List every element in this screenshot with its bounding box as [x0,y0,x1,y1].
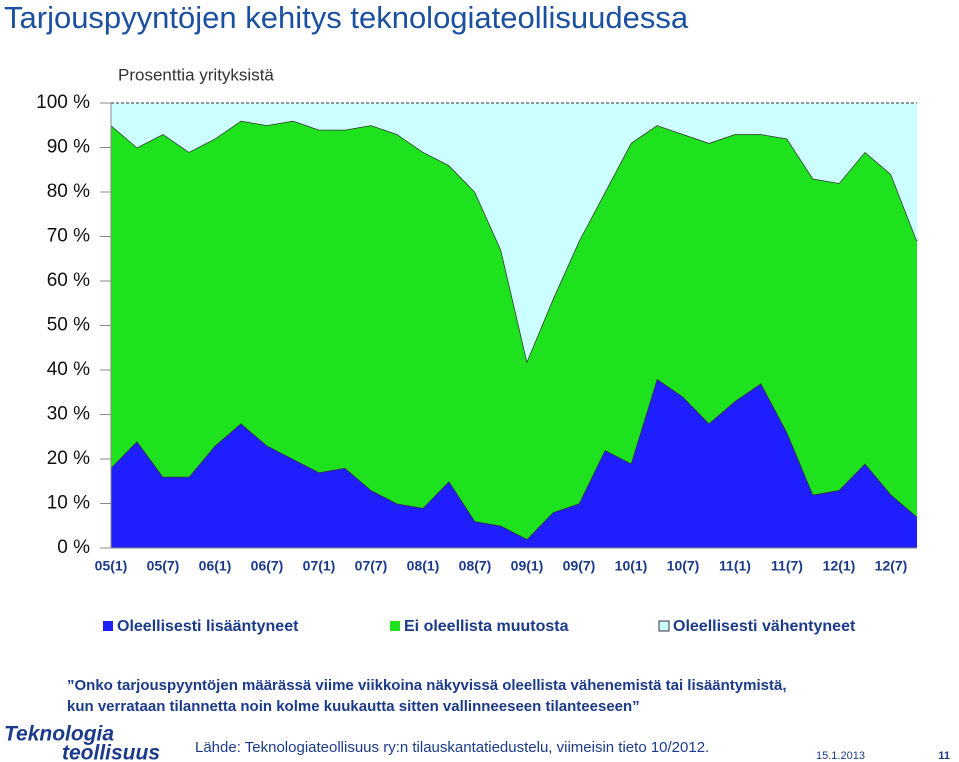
area [111,378,917,548]
date: 15.1.2013 [816,750,865,762]
x-tick-label: 12(1) [823,558,856,574]
legend-label: Oleellisesti lisääntyneet [117,618,299,635]
slide-title: Tarjouspyyntöjen kehitys teknologiateoll… [4,0,689,35]
y-tick-label: 30 % [47,404,90,425]
y-tick-label: 100 % [36,92,90,113]
x-tick-label: 09(1) [511,558,544,574]
question-line: ”Onko tarjouspyyntöjen määrässä viime vi… [67,677,787,694]
x-tick-label: 10(1) [615,558,648,574]
legend-label: Ei oleellista muutosta [404,618,569,635]
x-tick-label: 05(1) [95,558,128,574]
area [111,120,917,540]
area [111,103,917,362]
question-line: kun verrataan tilannetta noin kolme kuuk… [67,698,640,715]
y-tick-label: 90 % [47,137,90,158]
y-tick-label: 10 % [47,493,90,514]
x-tick-label: 08(1) [407,558,440,574]
legend-swatch [658,620,670,632]
x-tick-label: 08(7) [459,558,492,574]
chart-subtitle: Prosenttia yrityksistä [118,65,274,84]
x-tick-label: 11(7) [771,558,803,574]
x-tick-label: 07(7) [355,558,388,574]
logo-text: teollisuus [62,742,160,762]
y-tick-label: 20 % [47,448,90,469]
y-tick-label: 70 % [47,226,90,247]
x-tick-label: 07(1) [303,558,336,574]
y-tick-label: 0 % [57,537,90,558]
source: Lähde: Teknologiateollisuus ry:n tilausk… [195,739,709,756]
y-tick-label: 50 % [47,315,90,336]
legend-swatch [390,621,400,631]
y-tick-label: 60 % [47,270,90,291]
x-tick-label: 06(1) [199,558,232,574]
page-number: 11 [938,750,950,762]
y-tick-label: 40 % [47,359,90,380]
legend-label: Oleellisesti vähentyneet [673,618,856,635]
y-tick-label: 80 % [47,181,90,202]
x-tick-label: 11(1) [719,558,751,574]
x-tick-label: 10(7) [667,558,700,574]
x-tick-label: 06(7) [251,558,284,574]
x-tick-label: 05(7) [147,558,180,574]
logo-text: Teknologia [4,723,114,746]
x-tick-label: 09(7) [563,558,596,574]
legend-swatch [103,621,113,631]
x-tick-label: 12(7) [875,558,908,574]
